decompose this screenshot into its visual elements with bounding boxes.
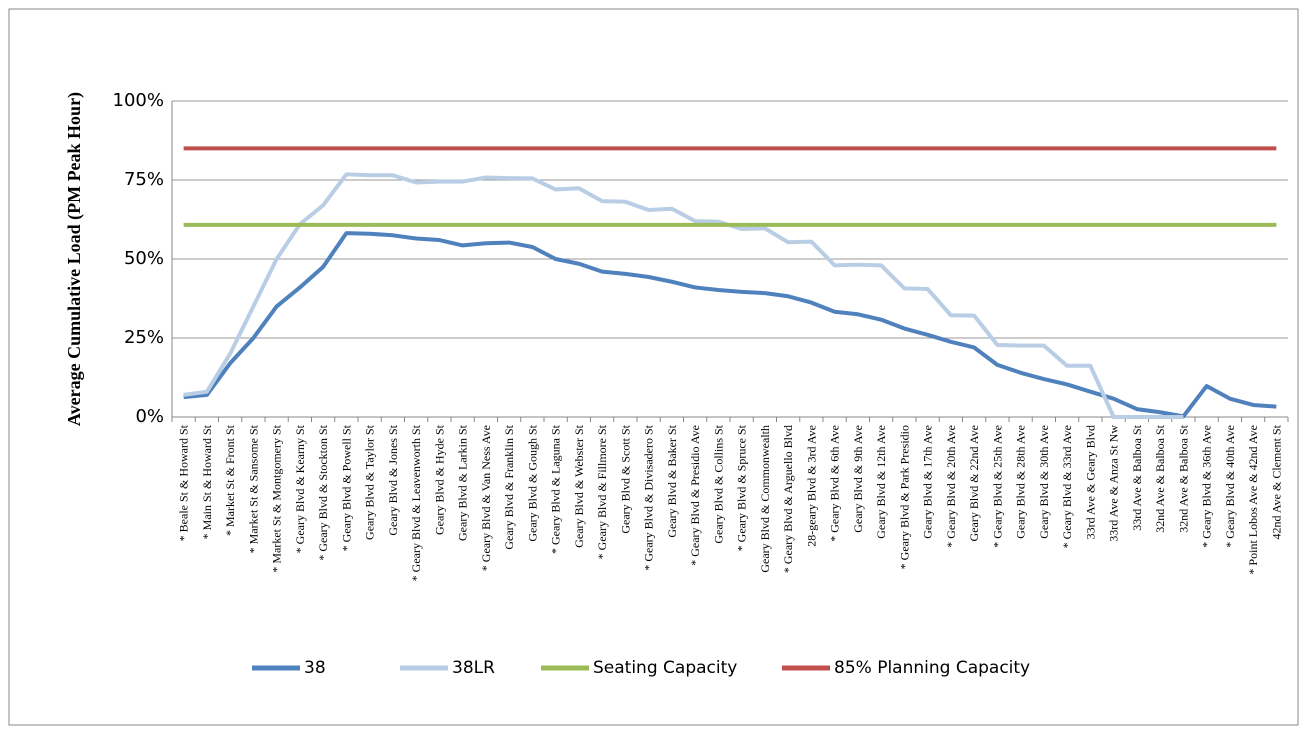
- x-tick-label: * Geary Blvd & Presidio Ave: [688, 425, 702, 566]
- x-tick-label: * Geary Blvd & Fillmore St: [595, 424, 609, 559]
- x-tick-label: * Market St & Montgomery St: [270, 424, 284, 572]
- legend-label: 38LR: [452, 658, 495, 678]
- x-tick-label: * Geary Blvd & Divisadero St: [642, 424, 656, 570]
- legend-label: Seating Capacity: [593, 658, 737, 678]
- x-tick-label: * Market St & Front St: [223, 424, 237, 536]
- x-tick-label: Geary Blvd & Taylor St: [363, 424, 377, 540]
- legend-label: 38: [304, 658, 326, 678]
- x-tick-label: Geary Blvd & 30th Ave: [1037, 425, 1051, 539]
- x-tick-label: * Geary Blvd & 40th Ave: [1223, 425, 1237, 548]
- y-tick-label: 100%: [113, 90, 164, 111]
- x-tick-label: Geary Blvd & Hyde St: [432, 424, 446, 535]
- x-tick-label: * Geary Blvd & Powell St: [339, 424, 353, 551]
- x-tick-label: * Geary Blvd & 36th Ave: [1200, 425, 1214, 548]
- x-tick-label: Geary Blvd & 28th Ave: [1014, 425, 1028, 539]
- chart-frame: [8, 8, 1299, 726]
- x-tick-label: * Geary Blvd & 6th Ave: [828, 425, 842, 542]
- y-tick-label: 75%: [124, 169, 164, 190]
- x-tick-label: * Market St & Sansome St: [246, 424, 260, 553]
- x-tick-label: * Geary Blvd & Van Ness Ave: [479, 425, 493, 571]
- x-tick-label: 33rd Ave & Balboa St: [1130, 424, 1144, 530]
- x-tick-label: Geary Blvd & Franklin St: [502, 424, 516, 549]
- x-tick-label: Geary Blvd & Collins St: [711, 424, 725, 543]
- x-tick-label: Geary Blvd & 9th Ave: [851, 425, 865, 533]
- x-tick-label: * Geary Blvd & Arguello Blvd: [781, 425, 795, 573]
- x-tick-label: * Geary Blvd & 25th Ave: [990, 425, 1004, 548]
- x-tick-label: Geary Blvd & Larkin St: [456, 424, 470, 541]
- y-tick-label: 0%: [135, 406, 164, 427]
- y-axis-label: Average Cumulative Load (PM Peak Hour): [64, 92, 85, 426]
- x-tick-label: * Geary Blvd & Spruce St: [735, 424, 749, 551]
- series-line: [183, 231, 1277, 419]
- x-tick-label: 33rd Ave & Geary Blvd: [1083, 425, 1097, 539]
- x-tick-label: Geary Blvd & Jones St: [386, 424, 400, 535]
- x-tick-label: Geary Blvd & 12th Ave: [874, 425, 888, 539]
- x-tick-label: Geary Blvd & Baker St: [665, 424, 679, 537]
- x-tick-label: 33rd Ave & Anza St Nw: [1107, 425, 1121, 542]
- x-tick-label: * Beale St & Howard St: [177, 424, 191, 541]
- x-tick-label: Geary Blvd & Commonwealth: [758, 425, 772, 573]
- x-tick-label: * Geary Blvd & 33rd Ave: [1060, 425, 1074, 548]
- y-tick-label: 50%: [124, 248, 164, 269]
- y-tick-label: 25%: [124, 327, 164, 348]
- x-tick-label: 28-geary Blvd & 3rd Ave: [804, 425, 818, 547]
- x-tick-label: 42nd Ave & Clement St: [1269, 424, 1283, 539]
- x-tick-label: * Geary Blvd & Park Presidio: [897, 425, 911, 569]
- legend-label: 85% Planning Capacity: [834, 658, 1030, 678]
- x-tick-label: Geary Blvd & Scott St: [618, 424, 632, 533]
- x-tick-label: * Geary Blvd & Leavenworth St: [409, 424, 423, 581]
- x-tick-label: 32nd Ave & Balboa St: [1153, 424, 1167, 532]
- x-tick-label: * Main St & Howard St: [200, 424, 214, 539]
- x-tick-label: * Geary Blvd & 20th Ave: [944, 425, 958, 548]
- x-tick-label: * Geary Blvd & Stockton St: [316, 424, 330, 560]
- x-tick-label: * Point Lobos Ave & 42nd Ave: [1246, 425, 1260, 575]
- x-tick-label: * Geary Blvd & Kearny St: [293, 424, 307, 553]
- x-tick-label: Geary Blvd & Gough St: [525, 424, 539, 541]
- x-tick-label: * Geary Blvd & Laguna St: [549, 424, 563, 554]
- x-tick-label: Geary Blvd & 17th Ave: [921, 425, 935, 539]
- x-tick-label: Geary Blvd & 22nd Ave: [967, 425, 981, 541]
- x-tick-label: 32nd Ave & Balboa St: [1176, 424, 1190, 532]
- x-tick-label: Geary Blvd & Webster St: [572, 424, 586, 547]
- series-line: [183, 172, 1184, 419]
